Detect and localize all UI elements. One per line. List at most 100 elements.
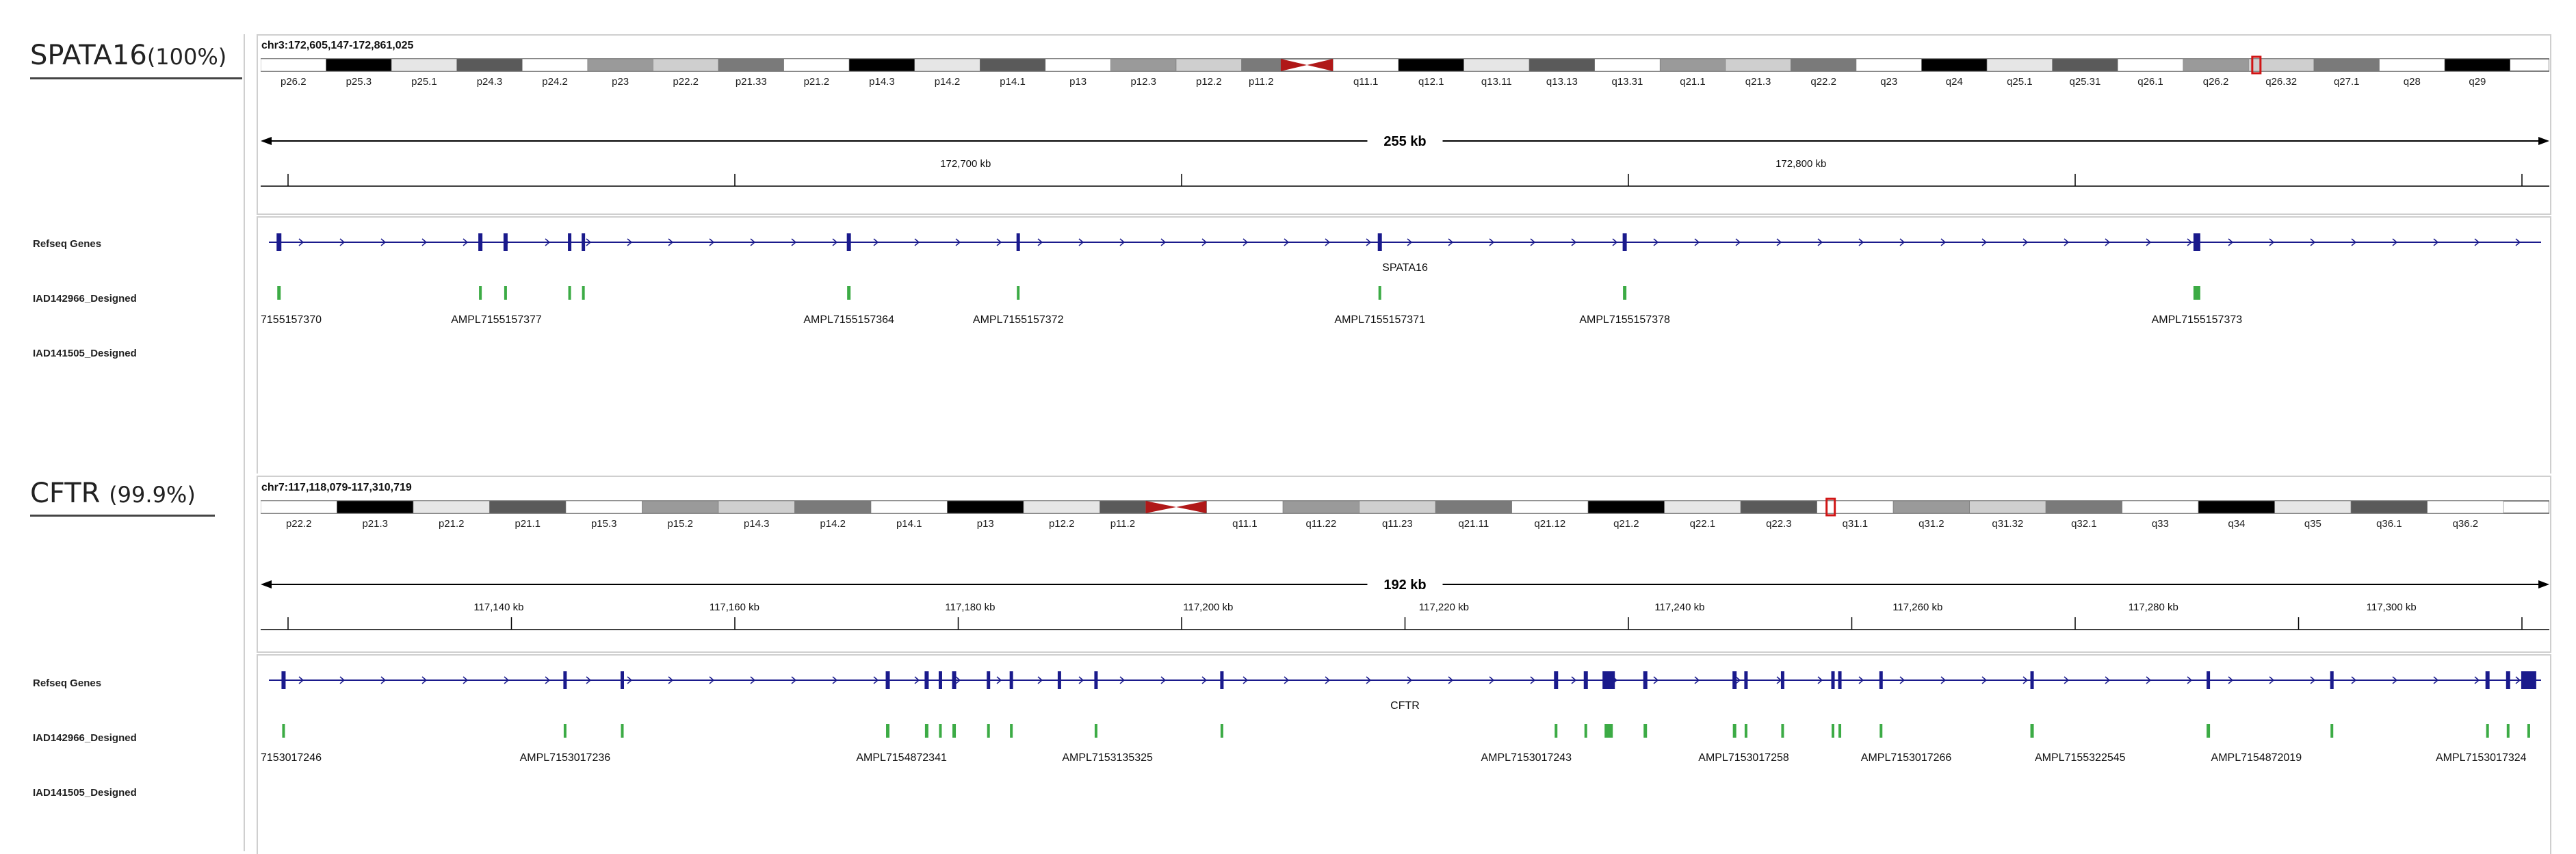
cftr-band xyxy=(1817,500,1894,514)
spata16-strand-arrow xyxy=(1366,238,1372,246)
cftr-exon xyxy=(281,671,286,689)
cftr-amplicon xyxy=(1781,724,1784,738)
cftr-band xyxy=(1969,500,2046,514)
cftr-band xyxy=(261,500,337,514)
cftr-amplicon xyxy=(1604,724,1613,738)
cftr-band xyxy=(2350,500,2428,514)
spata16-band xyxy=(521,58,588,72)
cftr-band xyxy=(1740,500,1817,514)
spata16-ideogram[interactable]: p26.2 p25.3 p25.1 p24.3 p24.2 p23 p22.2 p21.33 p… xyxy=(261,53,2549,101)
cftr-strand-arrow xyxy=(545,676,551,684)
cftr-band xyxy=(565,500,642,514)
cftr-amplicon xyxy=(1732,724,1736,738)
spata16-tracks[interactable]: SPATA16 7155157370 AMPL7155157377 AMPL71551… xyxy=(261,216,2549,387)
cftr-strand-arrow xyxy=(421,676,428,684)
cftr-band xyxy=(2198,500,2275,514)
spata16-design2-track-label[interactable]: IAD141505_Designed xyxy=(33,348,137,359)
cftr-amplicon xyxy=(939,724,942,738)
cftr-band xyxy=(1587,500,1665,514)
cftr-locus[interactable]: chr7:117,118,079-117,310,719 xyxy=(261,482,412,493)
cftr-design2-track-label[interactable]: IAD141505_Designed xyxy=(33,787,137,799)
cftr-coverage: (99.9%) xyxy=(109,482,196,508)
cftr-panel: CFTR (99.9%) chr7:117,118,079-117,310,71… xyxy=(0,472,2576,854)
cftr-band xyxy=(1664,500,1741,514)
spata16-ruler[interactable]: 255 kb 172,700 kb 172,800 kb xyxy=(261,123,2549,198)
spata16-band-label: q24 xyxy=(1946,76,1963,88)
cftr-band xyxy=(794,500,872,514)
spata16-band xyxy=(1333,58,1399,72)
spata16-band xyxy=(261,58,326,72)
cftr-tracks[interactable]: CFTR 7153017246 AMPL7153017236 AMPL71548723… xyxy=(261,654,2549,825)
spata16-strand-arrow xyxy=(1325,238,1331,246)
spata16-amplicon xyxy=(1378,286,1381,300)
cftr-amplicon xyxy=(1879,724,1883,738)
cftr-band-label: q21.2 xyxy=(1613,518,1639,530)
spata16-locus[interactable]: chr3:172,605,147-172,861,025 xyxy=(261,40,414,51)
spata16-band xyxy=(587,58,653,72)
spata16-strand-arrow xyxy=(2269,238,2275,246)
spata16-band-label: q12.1 xyxy=(1418,76,1444,88)
cftr-amplicon xyxy=(952,724,957,738)
cftr-amplicon xyxy=(1094,724,1097,738)
cftr-exon xyxy=(1094,671,1098,689)
spata16-label-column xyxy=(0,34,245,472)
spata16-strand-arrow xyxy=(421,238,428,246)
cftr-strand-arrow xyxy=(2474,676,2480,684)
cftr-band xyxy=(1100,500,1146,514)
cftr-band xyxy=(2274,500,2352,514)
spata16-band-label: q13.11 xyxy=(1481,76,1512,88)
spata16-refseq-track-label[interactable]: Refseq Genes xyxy=(33,238,102,250)
spata16-strand-arrow xyxy=(1160,238,1167,246)
cftr-band-label: p21.1 xyxy=(515,518,541,530)
cftr-strand-arrow xyxy=(1899,676,1905,684)
spata16-band xyxy=(1398,58,1464,72)
spata16-band xyxy=(2313,58,2380,72)
cftr-band xyxy=(413,500,490,514)
cftr-strand-arrow xyxy=(339,676,346,684)
cftr-amplicon xyxy=(282,724,285,738)
cftr-amplicon-label: AMPL7154872019 xyxy=(2211,752,2302,764)
spata16-strand-arrow xyxy=(586,238,592,246)
cftr-refseq-track-label[interactable]: Refseq Genes xyxy=(33,677,102,689)
spata16-strand-arrow xyxy=(1201,238,1208,246)
cftr-span-arrow-left xyxy=(261,580,272,588)
cftr-strand-arrow xyxy=(1119,676,1126,684)
cftr-exon xyxy=(2521,671,2536,689)
spata16-band-label: p14.3 xyxy=(869,76,895,88)
cftr-amplicon xyxy=(1584,724,1587,738)
cftr-strand-arrow xyxy=(627,676,633,684)
cftr-amplicon xyxy=(1643,724,1648,738)
cftr-centromere xyxy=(1145,501,1176,513)
spata16-centromere xyxy=(1307,59,1333,71)
cftr-strand-arrow xyxy=(2351,676,2357,684)
spata16-band xyxy=(718,58,784,72)
cftr-span-bg xyxy=(1367,575,1443,594)
cftr-exon xyxy=(2030,671,2034,689)
spata16-strand-arrow xyxy=(709,238,715,246)
cftr-band xyxy=(337,500,414,514)
cftr-design1-track-label[interactable]: IAD142966_Designed xyxy=(33,732,137,744)
cftr-ideogram[interactable]: p22.2 p21.3 p21.2 p21.1 p15.3 p15.2 p14.3 p14.2… xyxy=(261,495,2549,543)
cftr-strand-arrow xyxy=(463,676,469,684)
cftr-strand-arrow xyxy=(873,676,879,684)
cftr-band xyxy=(718,500,795,514)
spata16-strand-arrow xyxy=(1981,238,1988,246)
cftr-exon xyxy=(1780,671,1784,689)
cftr-band-label: q35 xyxy=(2304,518,2321,530)
cftr-band xyxy=(1435,500,1512,514)
spata16-strand-arrow xyxy=(1448,238,1454,246)
spata16-band xyxy=(2444,58,2510,72)
cftr-strand-arrow xyxy=(2433,676,2439,684)
spata16-exon xyxy=(478,233,483,251)
cftr-ruler[interactable]: 192 kb 117,140 kb 117,160 kb 117,180 kb 117,… xyxy=(261,567,2549,642)
cftr-band xyxy=(1023,500,1100,514)
spata16-band-label: q13.31 xyxy=(1611,76,1643,88)
cftr-amplicon xyxy=(924,724,928,738)
spata16-strand-arrow xyxy=(1858,238,1864,246)
cftr-amplicon xyxy=(563,724,567,738)
spata16-strand-arrow xyxy=(955,238,961,246)
spata16-design1-track-label[interactable]: IAD142966_Designed xyxy=(33,293,137,305)
spata16-band xyxy=(783,58,850,72)
spata16-band xyxy=(1110,58,1177,72)
cftr-strand-arrow xyxy=(380,676,387,684)
